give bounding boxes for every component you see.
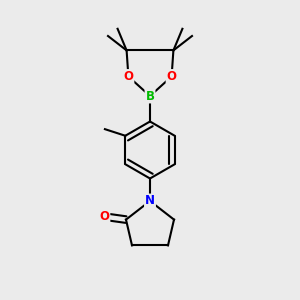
- Text: N: N: [145, 194, 155, 208]
- Text: O: O: [123, 70, 134, 83]
- Text: O: O: [99, 210, 110, 223]
- Text: O: O: [167, 70, 177, 83]
- Text: B: B: [146, 89, 154, 103]
